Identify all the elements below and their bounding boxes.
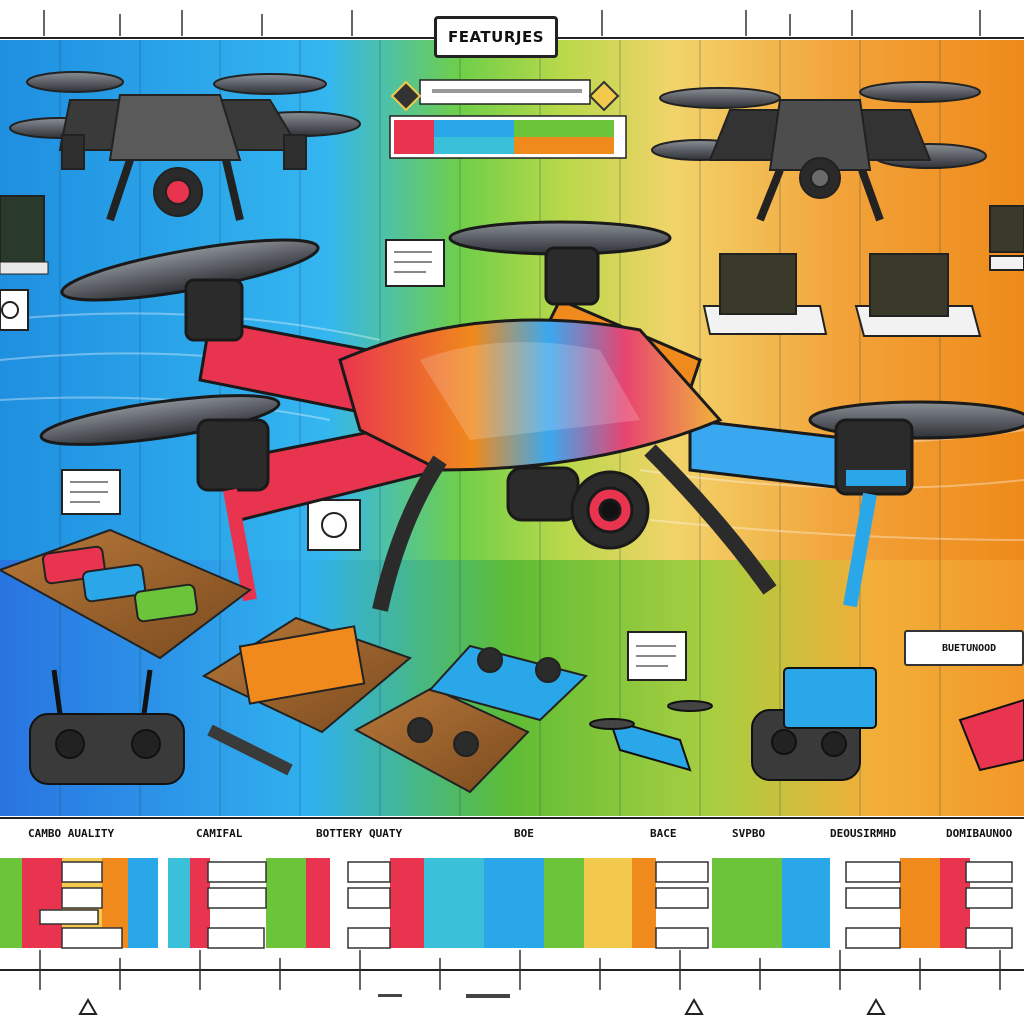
strip-label-8: DOMIBAUNOO	[946, 826, 1013, 840]
strip-label-3: BOTTERY QUATY	[316, 826, 403, 840]
side-tag: BUETUNOOD	[904, 630, 1024, 666]
strip-label-7: DEOUSIRMHD	[830, 826, 897, 840]
strip-label-2: CAMIFAL	[196, 826, 243, 840]
drone-top-left	[9, 71, 361, 222]
strip-label-5: BACE	[650, 826, 677, 840]
strip-label-4: BOE	[514, 826, 534, 840]
strip-label-6: SVPBO	[732, 826, 766, 840]
drone-top-right	[651, 81, 987, 222]
main-drone	[39, 220, 1024, 612]
strip-label-1: CAMBO AUALITY	[28, 826, 115, 840]
features-title: FEATURJES	[434, 16, 558, 58]
